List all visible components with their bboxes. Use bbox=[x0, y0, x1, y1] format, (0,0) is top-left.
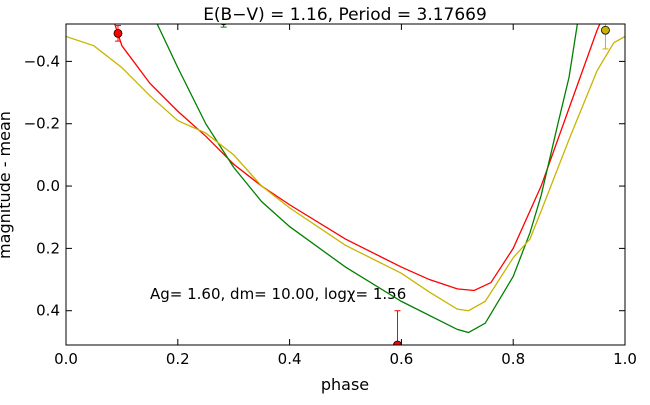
x-tick-label: 0.4 bbox=[278, 350, 302, 368]
annotation: Ag= 1.60, dm= 10.00, logχ= 1.56 bbox=[150, 285, 406, 303]
y-tick-label: −0.4 bbox=[24, 52, 60, 70]
y-tick-label: −0.2 bbox=[24, 115, 60, 133]
point bbox=[601, 25, 610, 35]
line bbox=[66, 35, 625, 312]
x-axis-label: phase bbox=[321, 375, 369, 394]
chart-title: E(B−V) = 1.16, Period = 3.17669 bbox=[203, 5, 487, 25]
x-tick-label: 0.0 bbox=[54, 350, 78, 368]
line bbox=[114, 24, 601, 292]
error-point bbox=[601, 24, 610, 50]
x-tick-label: 0.6 bbox=[389, 350, 413, 368]
error-point bbox=[113, 25, 123, 42]
x-tick-label: 0.8 bbox=[501, 350, 525, 368]
y-axis-label: magnitude - mean bbox=[0, 111, 14, 259]
x-tick-label: 1.0 bbox=[613, 350, 637, 368]
frame bbox=[65, 23, 626, 346]
y-tick-label: 0.0 bbox=[36, 177, 60, 195]
point bbox=[393, 340, 402, 345]
point bbox=[113, 28, 123, 38]
line bbox=[156, 24, 579, 334]
x-tick-label: 0.2 bbox=[166, 350, 190, 368]
error-point bbox=[393, 310, 402, 345]
y-tick-label: 0.2 bbox=[36, 239, 60, 257]
plot-area bbox=[66, 24, 625, 345]
y-tick-label: 0.4 bbox=[36, 302, 60, 320]
